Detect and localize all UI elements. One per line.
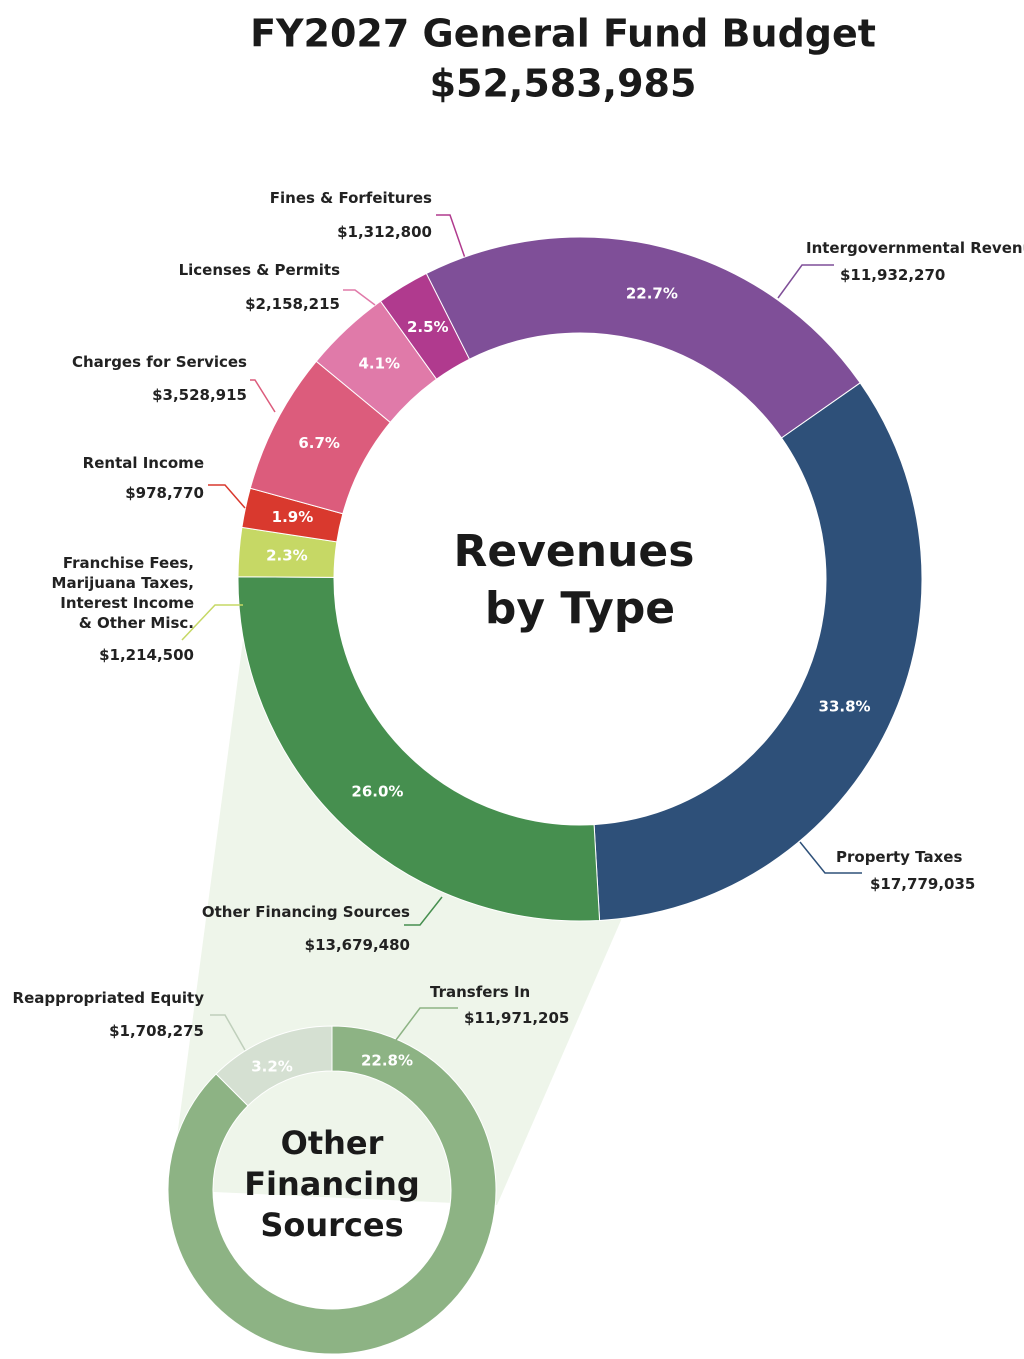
chart-subtitle: $52,583,985 bbox=[430, 62, 697, 106]
value-label: $3,528,915 bbox=[152, 386, 247, 404]
percent-label: 2.5% bbox=[407, 318, 449, 336]
percent-label: 22.8% bbox=[361, 1052, 413, 1070]
center-label: by Type bbox=[485, 583, 675, 634]
value-label: $1,708,275 bbox=[109, 1022, 204, 1040]
percent-label: 33.8% bbox=[819, 698, 871, 716]
percent-label: 6.7% bbox=[298, 434, 340, 452]
category-label: Rental Income bbox=[82, 454, 204, 472]
donut-slice bbox=[425, 236, 861, 439]
percent-label: 2.3% bbox=[266, 546, 308, 564]
category-label: Property Taxes bbox=[836, 848, 963, 866]
value-label: $11,971,205 bbox=[464, 1009, 570, 1027]
donut-slice bbox=[215, 1025, 333, 1107]
value-label: $17,779,035 bbox=[870, 875, 976, 893]
value-label: $2,158,215 bbox=[245, 295, 340, 313]
leader-line bbox=[799, 841, 862, 874]
category-label: Other Financing Sources bbox=[201, 903, 410, 921]
leader-line bbox=[181, 604, 243, 641]
donut-slice bbox=[593, 382, 923, 921]
donut-slice bbox=[237, 576, 601, 922]
center-label: Other bbox=[281, 1124, 384, 1162]
percent-label: 4.1% bbox=[358, 355, 400, 373]
value-label: $978,770 bbox=[125, 484, 204, 502]
center-label: Financing bbox=[244, 1165, 420, 1203]
zoom-connector bbox=[170, 640, 622, 1205]
donut-slice bbox=[167, 1025, 497, 1355]
center-label: Revenues bbox=[454, 526, 695, 577]
percent-label: 26.0% bbox=[351, 783, 403, 801]
category-label: Franchise Fees, Marijuana Taxes, Interes… bbox=[51, 554, 194, 632]
leader-line bbox=[777, 264, 834, 299]
value-label: $11,932,270 bbox=[840, 266, 946, 284]
percent-label: 1.9% bbox=[272, 508, 314, 526]
percent-label: 3.2% bbox=[251, 1058, 293, 1076]
value-label: $1,312,800 bbox=[337, 223, 432, 241]
leader-line bbox=[210, 1014, 246, 1051]
center-label: Sources bbox=[260, 1206, 403, 1244]
leader-line bbox=[436, 214, 466, 259]
leader-line bbox=[343, 289, 376, 306]
leader-line bbox=[395, 1007, 458, 1041]
chart-title: FY2027 General Fund Budget bbox=[250, 12, 876, 56]
category-label: Fines & Forfeitures bbox=[269, 189, 432, 207]
percent-label: 22.7% bbox=[626, 284, 678, 302]
category-label: Intergovernmental Revenue bbox=[806, 239, 1024, 257]
leader-line bbox=[250, 379, 276, 413]
category-label: Charges for Services bbox=[71, 353, 247, 371]
category-label: Reappropriated Equity bbox=[12, 989, 204, 1007]
value-label: $13,679,480 bbox=[304, 936, 410, 954]
category-label: Transfers In bbox=[430, 983, 531, 1001]
leader-line bbox=[208, 484, 246, 509]
value-label: $1,214,500 bbox=[99, 646, 194, 664]
category-label: Licenses & Permits bbox=[178, 261, 340, 279]
leader-line bbox=[404, 896, 443, 926]
